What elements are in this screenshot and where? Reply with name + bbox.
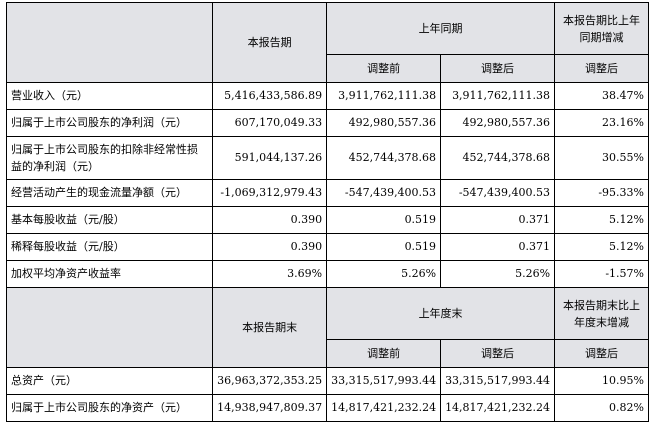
table-row: 营业收入（元） 5,416,433,586.89 3,911,762,111.3… xyxy=(5,82,649,110)
before-adjustment-value: 5.26% xyxy=(326,260,442,288)
current-value: 5,416,433,586.89 xyxy=(212,82,328,110)
after-adjustment-value: 0.371 xyxy=(440,233,556,261)
current-value: 14,938,947,809.37 xyxy=(212,394,328,422)
before-adjustment-value: 33,315,517,993.44 xyxy=(326,367,442,395)
header-row-period-end: 本报告期末 上年度末 本报告期末比上年度末增减 xyxy=(5,287,649,368)
header-change-after-adjustment: 调整后 xyxy=(554,339,649,368)
current-value: 607,170,049.33 xyxy=(212,109,328,137)
after-adjustment-value: 452,744,378.68 xyxy=(440,136,556,180)
change-value: 10.95% xyxy=(554,367,649,395)
row-label: 归属于上市公司股东的净资产（元） xyxy=(5,394,214,422)
key-financials-table: 本报告期 上年同期 本报告期比上年同期增减 调整前 调整后 调整后 营业收入（元… xyxy=(5,2,649,422)
change-value: 23.16% xyxy=(554,109,649,137)
before-adjustment-value: 0.519 xyxy=(326,233,442,261)
row-label: 归属于上市公司股东的净利润（元） xyxy=(5,109,214,137)
current-value: 0.390 xyxy=(212,206,328,234)
change-value: -1.57% xyxy=(554,260,649,288)
table-row: 归属于上市公司股东的净利润（元） 607,170,049.33 492,980,… xyxy=(5,109,649,137)
before-adjustment-value: 3,911,762,111.38 xyxy=(326,82,442,110)
table-row: 经营活动产生的现金流量净额（元） -1,069,312,979.43 -547,… xyxy=(5,179,649,207)
header-change-after-adjustment: 调整后 xyxy=(554,54,649,83)
change-value: 30.55% xyxy=(554,136,649,180)
header-prior-period-group: 上年同期 xyxy=(326,2,556,55)
after-adjustment-value: 33,315,517,993.44 xyxy=(440,367,556,395)
table-row: 总资产（元） 36,963,372,353.25 33,315,517,993.… xyxy=(5,367,649,395)
header-row-period: 本报告期 上年同期 本报告期比上年同期增减 xyxy=(5,2,649,83)
after-adjustment-value: 5.26% xyxy=(440,260,556,288)
current-value: 0.390 xyxy=(212,233,328,261)
before-adjustment-value: 14,817,421,232.24 xyxy=(326,394,442,422)
table-row: 稀释每股收益（元/股） 0.390 0.519 0.371 5.12% xyxy=(5,233,649,261)
table-row: 加权平均净资产收益率 3.69% 5.26% 5.26% -1.57% xyxy=(5,260,649,288)
after-adjustment-value: 14,817,421,232.24 xyxy=(440,394,556,422)
row-label: 经营活动产生的现金流量净额（元） xyxy=(5,179,214,207)
change-value: 5.12% xyxy=(554,206,649,234)
current-value: 3.69% xyxy=(212,260,328,288)
before-adjustment-value: -547,439,400.53 xyxy=(326,179,442,207)
change-value: -95.33% xyxy=(554,179,649,207)
header-current-period-end: 本报告期末 xyxy=(212,287,328,368)
row-label: 营业收入（元） xyxy=(5,82,214,110)
change-value: 38.47% xyxy=(554,82,649,110)
after-adjustment-value: 0.371 xyxy=(440,206,556,234)
before-adjustment-value: 0.519 xyxy=(326,206,442,234)
table-row: 基本每股收益（元/股） 0.390 0.519 0.371 5.12% xyxy=(5,206,649,234)
header-after-adjustment: 调整后 xyxy=(440,54,556,83)
before-adjustment-value: 452,744,378.68 xyxy=(326,136,442,180)
current-value: -1,069,312,979.43 xyxy=(212,179,328,207)
header-before-adjustment: 调整前 xyxy=(326,54,442,83)
row-label: 稀释每股收益（元/股） xyxy=(5,233,214,261)
current-value: 591,044,137.26 xyxy=(212,136,328,180)
row-label: 基本每股收益（元/股） xyxy=(5,206,214,234)
header-row-adjustment: 调整前 调整后 调整后 xyxy=(7,339,649,368)
change-value: 5.12% xyxy=(554,233,649,261)
table-row: 归属于上市公司股东的扣除非经常性损益的净利润（元） 591,044,137.26… xyxy=(5,136,649,180)
current-value: 36,963,372,353.25 xyxy=(212,367,328,395)
header-before-adjustment: 调整前 xyxy=(326,339,442,368)
header-row-adjustment: 调整前 调整后 调整后 xyxy=(7,54,649,83)
header-period-end-change: 本报告期末比上年度末增减 xyxy=(554,287,649,340)
change-value: 0.82% xyxy=(554,394,649,422)
after-adjustment-value: 492,980,557.36 xyxy=(440,109,556,137)
row-label: 加权平均净资产收益率 xyxy=(5,260,214,288)
row-label: 归属于上市公司股东的扣除非经常性损益的净利润（元） xyxy=(5,136,214,180)
row-label: 总资产（元） xyxy=(5,367,214,395)
table-row: 归属于上市公司股东的净资产（元） 14,938,947,809.37 14,81… xyxy=(5,394,649,422)
after-adjustment-value: 3,911,762,111.38 xyxy=(440,82,556,110)
after-adjustment-value: -547,439,400.53 xyxy=(440,179,556,207)
header-blank-cell xyxy=(5,287,214,368)
header-current-period: 本报告期 xyxy=(212,2,328,83)
header-after-adjustment: 调整后 xyxy=(440,339,556,368)
header-blank-cell xyxy=(5,2,214,83)
header-prior-year-end-group: 上年度末 xyxy=(326,287,556,340)
header-yoy-change: 本报告期比上年同期增减 xyxy=(554,2,649,55)
before-adjustment-value: 492,980,557.36 xyxy=(326,109,442,137)
